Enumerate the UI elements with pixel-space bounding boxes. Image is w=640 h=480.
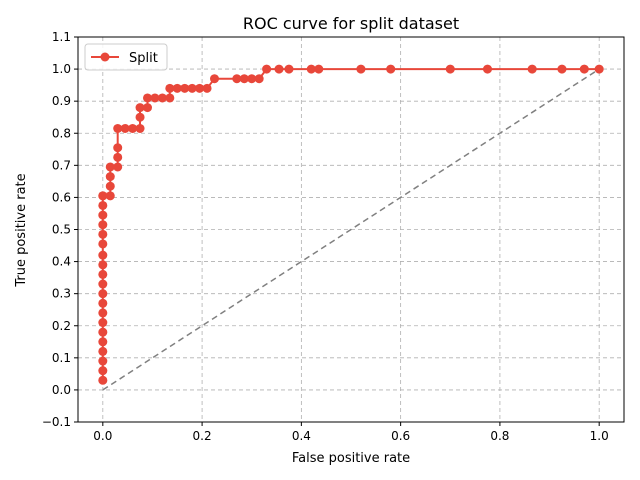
split-data-point: [98, 366, 108, 376]
split-data-point: [98, 229, 108, 239]
split-data-point: [247, 74, 257, 84]
x-tick-label: 0.8: [490, 429, 509, 443]
split-data-point: [274, 64, 284, 74]
split-data-point: [142, 93, 152, 103]
split-data-point: [557, 64, 567, 74]
x-axis-ticks: 0.0 0.2 0.4 0.6 0.8 1.0: [93, 422, 609, 443]
legend-marker-sample: [100, 52, 110, 62]
x-tick-label: 1.0: [590, 429, 609, 443]
split-data-point: [445, 64, 455, 74]
split-data-point: [232, 74, 242, 84]
split-data-point: [254, 74, 264, 84]
split-data-point: [113, 152, 123, 162]
y-tick-label: 0.8: [52, 126, 71, 140]
y-tick-label: 1.1: [52, 30, 71, 44]
y-tick-label: 0.3: [52, 287, 71, 301]
split-data-point: [98, 289, 108, 299]
split-data-point: [98, 279, 108, 289]
split-data-point: [150, 93, 160, 103]
y-tick-label: 0.7: [52, 158, 71, 172]
split-data-point: [98, 327, 108, 337]
x-tick-label: 0.2: [193, 429, 212, 443]
split-data-point: [195, 83, 205, 93]
split-data-point: [135, 112, 145, 122]
legend-box: [84, 43, 168, 71]
split-data-point: [105, 162, 115, 172]
split-data-point: [386, 64, 396, 74]
split-data-point: [187, 83, 197, 93]
split-data-point: [105, 181, 115, 191]
y-tick-label: 0.5: [52, 223, 71, 237]
split-data-point: [113, 123, 123, 133]
legend: Split: [84, 43, 168, 71]
x-tick-label: 0.6: [391, 429, 410, 443]
y-tick-label: 1.0: [52, 62, 71, 76]
y-axis-label: True positive rate: [14, 173, 29, 287]
split-data-point: [306, 64, 316, 74]
split-data-point: [98, 250, 108, 260]
split-data-point: [98, 337, 108, 347]
split-data-point: [98, 269, 108, 279]
split-data-point: [105, 191, 115, 201]
split-data-point: [113, 162, 123, 172]
y-tick-label: 0.2: [52, 319, 71, 333]
chart-title: ROC curve for split dataset: [243, 14, 459, 33]
split-data-point: [202, 83, 212, 93]
y-axis-ticks: −0.1 0.0 0.1 0.2 0.3 0.4 0.5 0.6 0.7 0.8 0.9 1.0 1.1: [42, 30, 78, 429]
split-data-point: [98, 200, 108, 210]
split-data-point: [210, 74, 219, 84]
y-tick-label: 0.0: [52, 383, 71, 397]
split-series-line: [101, 68, 600, 381]
y-tick-label: 0.6: [52, 190, 71, 204]
split-data-point: [98, 210, 108, 220]
split-data-point: [98, 260, 108, 270]
split-data-point: [98, 191, 108, 201]
x-tick-label: 0.0: [93, 429, 112, 443]
split-data-point: [135, 103, 145, 113]
split-data-point: [120, 123, 130, 133]
split-data-point: [594, 64, 604, 74]
split-data-point: [98, 308, 108, 318]
split-data-point: [165, 93, 175, 103]
split-data-point: [98, 220, 108, 230]
y-tick-label: 0.9: [52, 94, 71, 108]
split-data-point: [239, 74, 249, 84]
split-data-point: [142, 103, 152, 113]
split-data-point: [98, 298, 108, 308]
split-series-points: [98, 64, 604, 385]
split-data-point: [527, 64, 537, 74]
x-tick-label: 0.4: [292, 429, 311, 443]
reference-diagonal-line: [102, 68, 600, 391]
split-data-point: [98, 318, 108, 328]
split-data-point: [128, 123, 138, 133]
split-data-point: [579, 64, 589, 74]
split-data-point: [262, 64, 272, 74]
split-data-point: [180, 83, 190, 93]
legend-label-split: Split: [129, 51, 158, 66]
split-data-point: [98, 239, 108, 249]
split-data-point: [314, 64, 324, 74]
split-data-point: [483, 64, 492, 74]
split-data-point: [157, 93, 167, 103]
split-data-point: [165, 83, 175, 93]
y-tick-label: 0.1: [52, 351, 71, 365]
y-tick-label: 0.4: [52, 255, 71, 269]
split-data-point: [98, 356, 108, 366]
x-axis-label: False positive rate: [292, 451, 410, 466]
split-data-point: [172, 83, 182, 93]
split-data-point: [98, 346, 108, 356]
split-data-point: [113, 143, 123, 153]
split-data-point: [135, 123, 145, 133]
y-tick-label: −0.1: [42, 415, 71, 429]
split-data-point: [98, 375, 108, 385]
split-data-point: [284, 64, 294, 74]
split-data-point: [356, 64, 366, 74]
split-data-point: [105, 172, 115, 182]
